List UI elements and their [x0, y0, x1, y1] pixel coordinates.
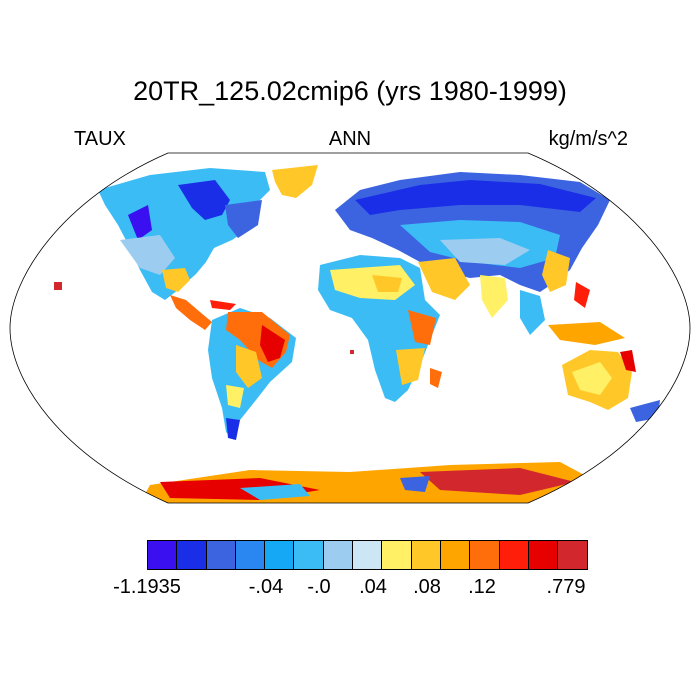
season-label: ANN — [328, 128, 372, 150]
colorbar-swatch — [499, 541, 529, 569]
color-scale-bar — [147, 540, 589, 570]
colorbar-swatch — [382, 541, 412, 569]
colorbar-tick-label: -.04 — [248, 576, 284, 598]
colorbar-swatch — [528, 541, 559, 569]
colorbar-swatch — [148, 541, 178, 569]
plot-title: 20TR_125.02cmip6 (yrs 1980-1999) — [133, 76, 567, 106]
colorbar-tick-label: .04 — [359, 576, 387, 598]
colorbar-tick-label: .08 — [413, 576, 441, 598]
greenland-landmass — [272, 165, 318, 198]
map-outline — [9, 152, 691, 504]
colorbar-tick-label: -.0 — [307, 576, 331, 598]
colorbar-tick-label: .12 — [468, 576, 496, 598]
colorbar-tick-label: .779 — [546, 576, 586, 598]
colorbar-tick-labels: -1.1935 -.04 -.0 .04 .08 .12 .779 — [0, 576, 700, 602]
colorbar-swatch — [323, 541, 354, 569]
colorbar-tick-label: -1.1935 — [113, 576, 181, 598]
colorbar-swatch — [558, 541, 588, 569]
colorbar-swatch — [177, 541, 207, 569]
colorbar-swatch — [235, 541, 266, 569]
units-label: kg/m/s^2 — [548, 128, 628, 150]
colorbar-swatch — [353, 541, 383, 569]
colorbar-swatch — [294, 541, 324, 569]
colorbar-swatch — [265, 541, 295, 569]
colorbar-swatch — [440, 541, 471, 569]
variable-label: TAUX — [74, 128, 126, 150]
colorbar-swatch — [470, 541, 500, 569]
colorbar-swatch — [411, 541, 441, 569]
central-america-landmass — [170, 295, 212, 330]
colorbar-swatch — [206, 541, 236, 569]
